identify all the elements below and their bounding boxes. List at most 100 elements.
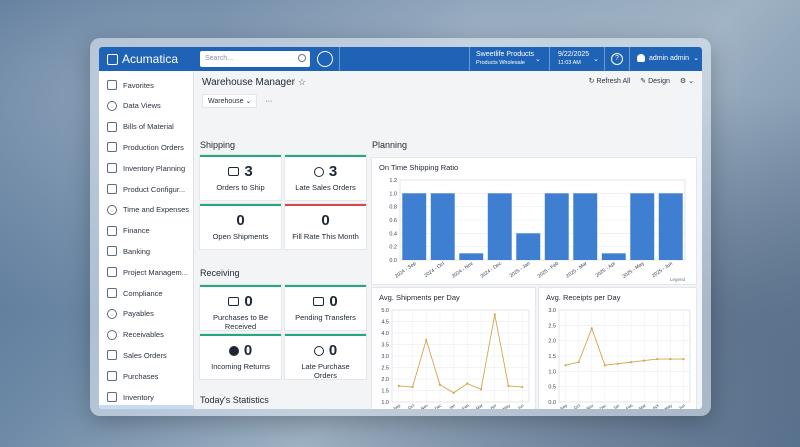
bar (459, 253, 484, 260)
sidebar-item-finance[interactable]: Finance (99, 221, 194, 241)
orders-to-ship-tile[interactable]: 3 Orders to Ship (200, 155, 281, 200)
sidebar-item-favorites[interactable]: Favorites (99, 75, 194, 95)
branch-name: Products Wholesale (476, 60, 525, 66)
tile-value: 3 (244, 163, 253, 180)
data-point (521, 385, 524, 389)
truck-icon (228, 167, 240, 176)
project-icon (107, 267, 117, 278)
date-selector[interactable]: 9/22/2025 11:03 AM (558, 51, 589, 67)
star-icon[interactable]: ☆ (298, 77, 307, 87)
data-point (643, 359, 646, 362)
on-time-shipping-card: On Time Shipping Ratio 0.0 0.2 0.4 0.6 0.8 1.… (372, 158, 696, 284)
logo[interactable]: Acumatica (107, 52, 178, 66)
refresh-all-button[interactable]: ↻ Refresh All (588, 78, 631, 85)
search-input[interactable]: Search... (200, 51, 310, 67)
legend-label: Legend (670, 277, 686, 282)
sidebar-item-payables[interactable]: Payables (99, 304, 194, 324)
line-chart: 1.01.52.02.53.03.54.04.55.02024 - Sep202… (381, 308, 530, 409)
avg-receipts-card: Avg. Receipts per Day 0.0 0.5 1.0 1.5 2.0 2.5… (539, 288, 696, 409)
y-tick-label: 3.0 (548, 308, 556, 314)
tenant-name: Sweetlife Products (476, 51, 534, 58)
pie-chart-icon (107, 100, 117, 111)
tile-label: Fill Rate This Month (292, 232, 359, 241)
y-tick-label: 2.5 (381, 366, 389, 372)
pending-transfers-tile[interactable]: 0 Pending Transfers (285, 285, 366, 330)
y-tick-label: 0.0 (389, 258, 397, 264)
sidebar-item-banking[interactable]: Banking (99, 241, 194, 261)
data-point (479, 388, 483, 391)
purchases-to-be-received-tile[interactable]: 0 Purchases to Be Received (200, 285, 281, 331)
more-options-button[interactable]: ··· (265, 97, 273, 105)
design-label: Design (648, 78, 670, 85)
banking-icon (107, 246, 117, 257)
sidebar-item-label: Purchases (123, 371, 159, 381)
divider (549, 47, 550, 71)
logo-text: Acumatica (122, 52, 179, 66)
logo-icon (107, 53, 118, 65)
warehouse-filter[interactable]: Warehouse ⌄ (202, 94, 258, 108)
sidebar-item-project-managem[interactable]: Project Managem... (99, 262, 194, 282)
bar (544, 193, 569, 260)
search-icon (298, 54, 306, 62)
user-menu[interactable]: admin admin ⌄ (637, 54, 699, 62)
tenant-selector[interactable]: Sweetlife Products Products Wholesale (476, 51, 534, 67)
history-icon[interactable] (317, 51, 333, 67)
sidebar-item-label: Product Configur... (123, 184, 186, 194)
sidebar-item-data-views[interactable]: Data Views (99, 96, 194, 116)
sidebar-item-label: Time and Expenses (123, 205, 190, 215)
wrench-icon (107, 184, 117, 194)
y-tick-label: 0.4 (389, 231, 397, 237)
late-sales-orders-tile[interactable]: 3 Late Sales Orders (285, 155, 366, 200)
settings-button[interactable]: ⚙ ⌄ (679, 78, 694, 85)
x-tick-label: 2024 - Oct (423, 260, 446, 279)
y-tick-label: 0.5 (548, 385, 556, 391)
sidebar-active-indicator (99, 405, 194, 409)
y-tick-label: 1.2 (389, 178, 397, 184)
design-button[interactable]: ✎ Design (640, 78, 670, 85)
sidebar-item-purchases[interactable]: Purchases (99, 366, 194, 386)
sidebar-item-inventory[interactable]: Inventory (99, 387, 194, 407)
divider (604, 47, 605, 71)
minus-circle-icon (228, 345, 239, 356)
sidebar-item-label: Favorites (123, 80, 154, 90)
open-shipments-tile[interactable]: 0 Open Shipments (200, 204, 281, 249)
y-tick-label: 5.0 (381, 308, 389, 314)
y-tick-label: 4.0 (381, 331, 389, 337)
y-tick-label: 3.0 (381, 354, 389, 360)
refresh-all-label: Refresh All (596, 78, 631, 85)
business-date: 9/22/2025 (558, 51, 590, 58)
sidebar-item-compliance[interactable]: Compliance (99, 283, 194, 303)
sidebar-item-receivables[interactable]: Receivables (99, 325, 194, 345)
y-tick-label: 2.5 (548, 323, 556, 329)
sidebar-item-bills-of-material[interactable]: Bills of Material (99, 117, 194, 137)
planning-icon (107, 163, 117, 174)
sidebar-item-label: Payables (123, 309, 154, 319)
x-tick-label: 2024 - Sep (394, 261, 418, 280)
late-purchase-orders-tile[interactable]: 0 Late Purchase Orders (285, 334, 366, 380)
tile-value: 0 (236, 212, 245, 229)
sidebar-item-production-orders[interactable]: Production Orders (99, 137, 194, 157)
fill-rate-tile[interactable]: 0 Fill Rate This Month (285, 204, 366, 249)
data-point (452, 391, 455, 394)
sidebar-item-time-and-expenses[interactable]: Time and Expenses (99, 200, 194, 220)
tile-value: 0 (321, 212, 330, 229)
bar (430, 193, 455, 260)
tile-value: 0 (328, 342, 338, 359)
data-point (438, 383, 442, 386)
chevron-down-icon: ⌄ (535, 56, 541, 63)
help-icon[interactable]: ? (611, 53, 623, 65)
business-time: 11:03 AM (558, 60, 581, 66)
sidebar-item-product-configur[interactable]: Product Configur... (99, 179, 194, 199)
bar-chart: 0.0 0.2 0.4 0.6 0.8 1.0 1.2 2024 - Sep 2024 - Oc… (389, 178, 686, 282)
sidebar-item-label: Production Orders (123, 142, 184, 152)
sidebar-item-sales-orders[interactable]: Sales Orders (99, 345, 194, 365)
y-tick-label: 1.0 (548, 369, 556, 375)
x-tick-label: 2025 - May (621, 260, 645, 280)
incoming-returns-tile[interactable]: 0 Incoming Returns (200, 334, 281, 379)
data-point (590, 327, 593, 330)
document-icon (107, 121, 117, 132)
bar (658, 193, 683, 260)
clock-icon (313, 166, 324, 177)
sidebar-item-inventory-planning[interactable]: Inventory Planning (99, 158, 194, 178)
